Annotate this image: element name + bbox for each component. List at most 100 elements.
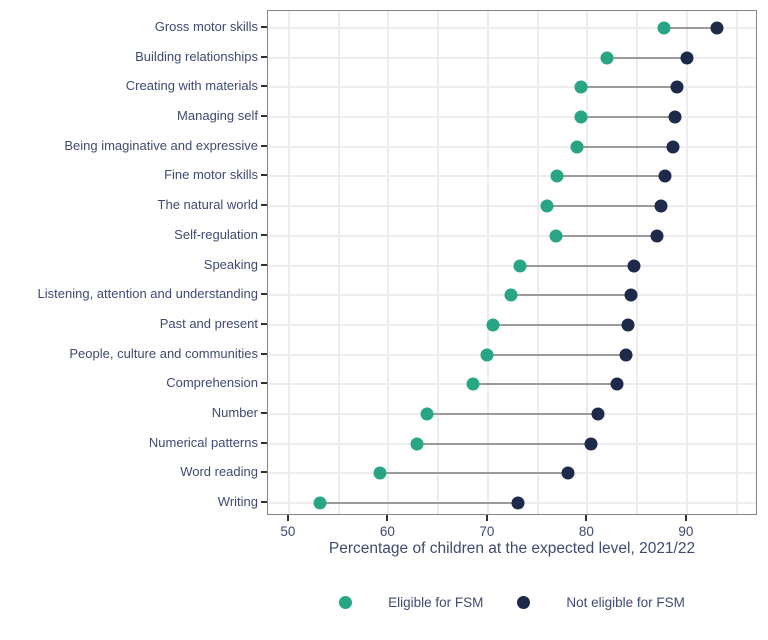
legend-item-not-eligible-fsm: Not eligible for FSM	[517, 595, 685, 610]
x-tick-label: 80	[578, 524, 594, 539]
dot-eligible-fsm	[549, 229, 563, 243]
x-tick-label: 70	[479, 524, 495, 539]
y-tick	[261, 263, 267, 266]
dot-eligible-fsm	[373, 466, 387, 480]
dumbbell-connector	[546, 205, 661, 208]
x-tick	[386, 515, 389, 521]
category-label: Numerical patterns	[148, 434, 258, 450]
dot-not-eligible-fsm	[621, 318, 635, 332]
row-gridline	[268, 205, 756, 208]
dot-not-eligible-fsm	[666, 140, 680, 154]
category-label: The natural world	[157, 197, 258, 213]
category-label: Past and present	[159, 315, 258, 331]
dot-not-eligible-fsm	[511, 496, 525, 510]
y-tick	[261, 411, 267, 414]
legend-dot-eligible-fsm-icon	[339, 596, 353, 609]
category-label: Number	[211, 404, 258, 420]
dot-eligible-fsm	[550, 169, 564, 183]
legend-label-eligible-fsm: Eligible for FSM	[388, 595, 484, 610]
dumbbell-connector	[519, 264, 635, 267]
category-label: Word reading	[180, 464, 258, 480]
dumbbell-connector	[663, 27, 717, 29]
legend-dot-not-eligible-fsm-icon	[517, 596, 531, 609]
vertical-gridline	[287, 11, 290, 514]
row-gridline	[268, 145, 756, 148]
legend-label-not-eligible-fsm: Not eligible for FSM	[566, 595, 685, 610]
dot-eligible-fsm	[486, 318, 500, 332]
dumbbell-connector	[492, 323, 629, 326]
category-label: Speaking	[203, 256, 258, 272]
dumbbell-connector	[556, 175, 665, 178]
dot-eligible-fsm	[574, 80, 588, 94]
category-label: Building relationships	[135, 48, 258, 64]
dumbbell-connector	[472, 383, 618, 386]
vertical-gridline	[387, 11, 390, 514]
dumbbell-connector	[319, 502, 518, 504]
y-tick	[261, 174, 267, 177]
y-tick	[261, 55, 267, 58]
dot-not-eligible-fsm	[650, 229, 664, 243]
dot-not-eligible-fsm	[627, 259, 641, 272]
vertical-gridline	[486, 11, 489, 514]
row-gridline	[268, 27, 756, 29]
y-tick	[261, 441, 267, 444]
legend-item-eligible-fsm: Eligible for FSM	[339, 595, 483, 610]
category-label: Fine motor skills	[164, 167, 258, 183]
x-tick	[286, 515, 289, 521]
row-gridline	[268, 234, 756, 237]
dot-not-eligible-fsm	[561, 466, 575, 480]
row-gridline	[268, 86, 756, 89]
x-tick	[684, 515, 687, 521]
category-label: Self-regulation	[174, 226, 258, 242]
dumbbell-connector	[486, 353, 627, 356]
y-tick	[261, 204, 267, 207]
dumbbell-connector	[577, 145, 673, 148]
dot-eligible-fsm	[570, 140, 584, 154]
y-tick	[261, 501, 267, 503]
y-tick	[261, 115, 267, 118]
vertical-gridline	[337, 11, 340, 514]
dot-not-eligible-fsm	[680, 51, 694, 65]
category-label: Comprehension	[166, 375, 258, 391]
dot-not-eligible-fsm	[668, 110, 682, 124]
dot-eligible-fsm	[513, 259, 527, 272]
category-label: Being imaginative and expressive	[64, 137, 258, 153]
vertical-gridline	[437, 11, 440, 514]
dot-not-eligible-fsm	[584, 437, 598, 451]
dot-not-eligible-fsm	[670, 80, 684, 94]
dot-not-eligible-fsm	[619, 348, 633, 362]
dumbbell-connector	[510, 294, 632, 297]
y-tick	[261, 352, 267, 355]
category-label: Writing	[217, 494, 258, 509]
category-label: Listening, attention and understanding	[37, 286, 258, 302]
vertical-gridline	[685, 11, 688, 514]
dot-eligible-fsm	[410, 437, 424, 451]
x-axis-title: Percentage of children at the expected l…	[328, 540, 696, 557]
vertical-gridline	[586, 11, 589, 514]
dot-eligible-fsm	[504, 288, 518, 302]
vertical-gridline	[735, 11, 738, 514]
y-tick	[261, 382, 267, 385]
row-gridline	[268, 56, 756, 59]
y-tick	[261, 85, 267, 88]
x-tick-label: 60	[379, 524, 395, 539]
category-label: People, culture and communities	[69, 345, 258, 361]
dot-eligible-fsm	[480, 348, 494, 362]
y-tick	[261, 471, 267, 474]
dumbbell-connector	[607, 56, 687, 59]
dot-not-eligible-fsm	[654, 199, 668, 213]
dot-not-eligible-fsm	[624, 288, 638, 302]
dumbbell-connector	[555, 234, 657, 237]
category-label: Gross motor skills	[154, 19, 258, 34]
y-tick	[261, 233, 267, 236]
dot-not-eligible-fsm	[591, 407, 605, 421]
dot-eligible-fsm	[313, 496, 327, 510]
dot-eligible-fsm	[657, 21, 671, 35]
dumbbell-connector	[417, 442, 592, 445]
y-tick	[261, 144, 267, 147]
y-tick	[261, 26, 267, 28]
category-label: Managing self	[177, 108, 258, 124]
dumbbell-connector	[581, 86, 677, 89]
dumbbell-connector	[581, 116, 675, 119]
